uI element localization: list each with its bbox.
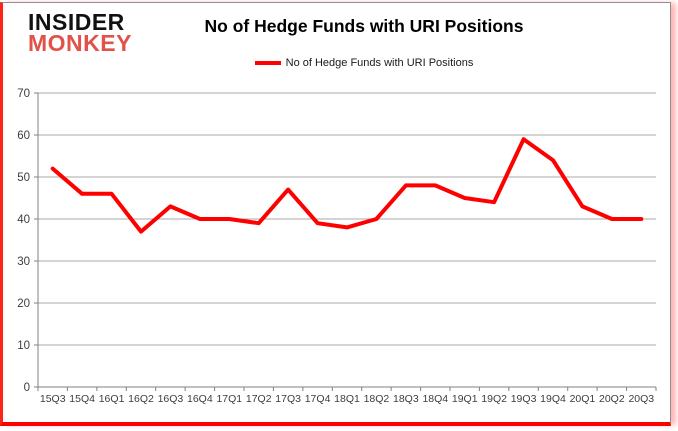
x-tick-label: 17Q2 <box>246 393 272 405</box>
y-tick-label: 50 <box>17 172 30 184</box>
x-tick-label: 16Q4 <box>187 393 213 405</box>
x-tick-label: 20Q3 <box>628 393 654 405</box>
x-tick-label: 20Q2 <box>599 393 625 405</box>
y-tick-label: 10 <box>17 340 30 352</box>
logo-word-insider: INSIDER <box>28 9 125 35</box>
y-tick-label: 60 <box>17 130 30 142</box>
x-tick-label: 17Q4 <box>305 393 331 405</box>
y-tick-label: 0 <box>24 382 30 394</box>
x-tick-label: 20Q1 <box>570 393 596 405</box>
insider-monkey-logo: INSIDER MONKEY <box>28 9 132 56</box>
x-tick-label: 18Q3 <box>393 393 419 405</box>
legend-label: No of Hedge Funds with URI Positions <box>285 57 474 69</box>
y-tick-label: 40 <box>17 214 30 226</box>
logo-word-monkey: MONKEY <box>28 30 132 56</box>
x-tick-label: 18Q1 <box>334 393 360 405</box>
x-tick-label: 18Q4 <box>422 393 448 405</box>
x-tick-label: 16Q3 <box>158 393 184 405</box>
chart-panel-frame <box>0 2 671 426</box>
data-line-series <box>50 137 644 234</box>
y-tick-label: 70 <box>17 88 30 100</box>
chart-title: No of Hedge Funds with URI Positions <box>204 16 524 36</box>
legend: No of Hedge Funds with URI Positions <box>60 57 668 69</box>
x-tick-label: 19Q3 <box>511 393 537 405</box>
y-tick-label: 20 <box>17 298 30 310</box>
x-tick-label: 19Q4 <box>540 393 566 405</box>
x-tick-label: 17Q3 <box>275 393 301 405</box>
x-tick-label: 15Q4 <box>69 393 95 405</box>
x-tick-label: 18Q2 <box>364 393 390 405</box>
y-tick-label: 30 <box>17 256 30 268</box>
x-tick-label: 19Q1 <box>452 393 478 405</box>
x-tick-label: 16Q1 <box>99 393 125 405</box>
x-tick-label: 17Q1 <box>216 393 242 405</box>
legend-line-icon <box>254 61 281 65</box>
x-tick-label: 19Q2 <box>481 393 507 405</box>
x-tick-label: 16Q2 <box>128 393 154 405</box>
x-tick-label: 15Q3 <box>40 393 66 405</box>
